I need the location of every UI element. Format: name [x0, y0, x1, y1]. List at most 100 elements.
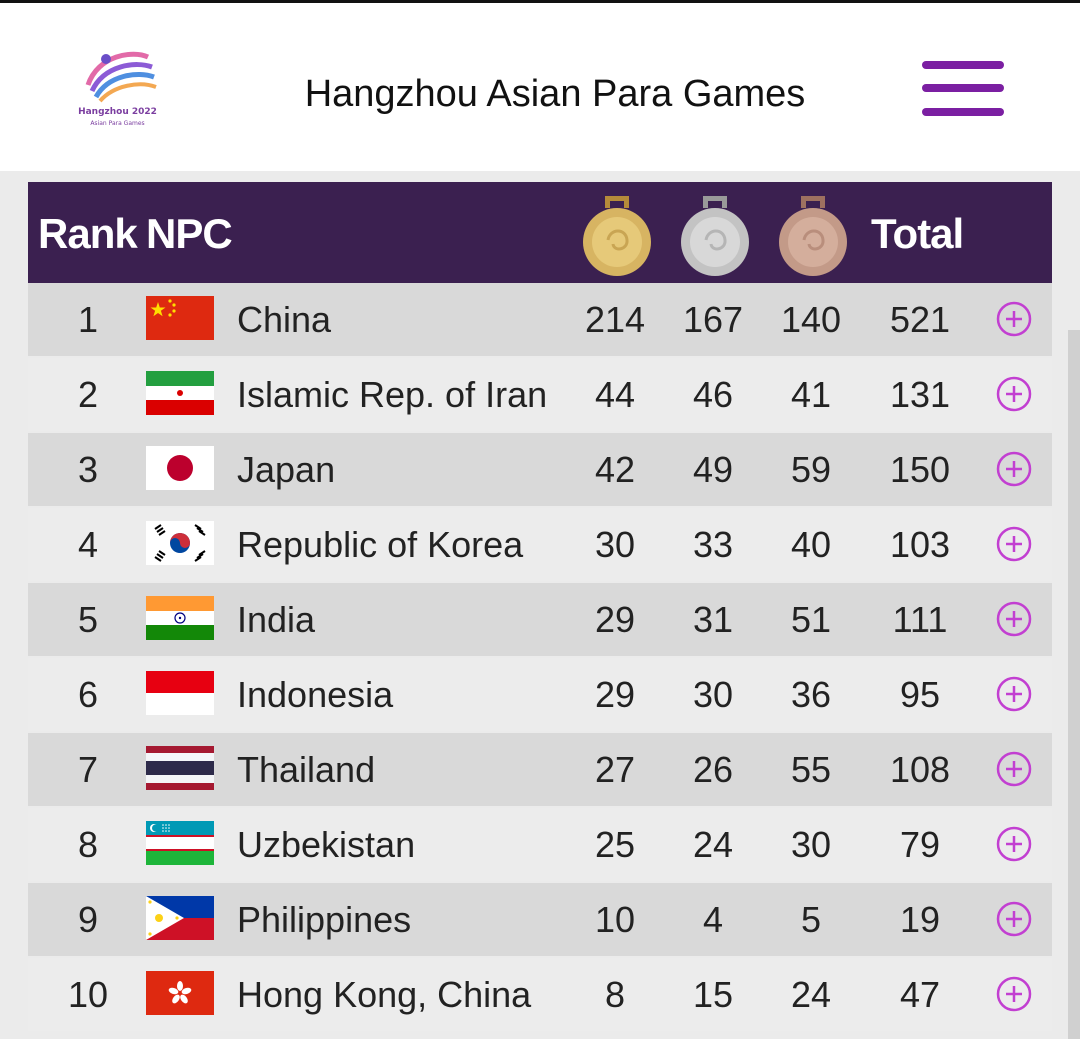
- npc-name[interactable]: Hong Kong, China: [237, 974, 532, 1015]
- npc-name[interactable]: Uzbekistan: [237, 824, 416, 865]
- rank-cell: 3: [77, 449, 99, 490]
- npc-name[interactable]: Japan: [237, 449, 336, 490]
- gold-count: 30: [594, 524, 636, 565]
- bronze-count: 24: [790, 974, 832, 1015]
- india-flag-icon: [146, 596, 214, 640]
- gold-count: 44: [594, 374, 636, 415]
- npc-name[interactable]: Philippines: [237, 899, 412, 940]
- table-row[interactable]: 2 Islamic Rep. of Iran 44 46 41 131: [28, 358, 1052, 431]
- total-count: 108: [889, 749, 951, 790]
- logo-mark-icon: [85, 51, 157, 103]
- medal-table-body: 1 China 214 167 140 521 2 Islamic Rep. o…: [28, 283, 1052, 1033]
- hangzhou-logo[interactable]: Hangzhou 2022 Asian Para Games: [70, 45, 165, 137]
- total-count: 79: [899, 824, 941, 865]
- gold-count: 214: [584, 299, 646, 340]
- expand-plus-icon[interactable]: [996, 601, 1032, 637]
- total-header: Total: [871, 210, 964, 257]
- expand-plus-icon[interactable]: [996, 826, 1032, 862]
- bronze-count: 59: [790, 449, 832, 490]
- bronze-count: 36: [790, 674, 832, 715]
- rank-cell: 2: [77, 374, 99, 415]
- page-title: Hangzhou Asian Para Games: [304, 73, 806, 115]
- npc-name[interactable]: Islamic Rep. of Iran: [237, 374, 548, 415]
- rank-cell: 1: [77, 299, 99, 340]
- table-row[interactable]: 9 Philippines 10 4 5 19: [28, 883, 1052, 956]
- silver-count: 26: [692, 749, 734, 790]
- rank-cell: 8: [77, 824, 99, 865]
- uzbekistan-flag-icon: [146, 821, 214, 865]
- hamburger-menu-icon[interactable]: [922, 61, 1006, 121]
- bronze-count: 140: [780, 299, 842, 340]
- table-row[interactable]: 10 Hong Kong, China 8 15 24 47: [28, 958, 1052, 1031]
- gold-count: 25: [594, 824, 636, 865]
- silver-count: 15: [692, 974, 734, 1015]
- total-count: 95: [899, 674, 941, 715]
- rank-cell: 5: [77, 599, 99, 640]
- rank-cell: 4: [77, 524, 99, 565]
- expand-plus-icon[interactable]: [996, 451, 1032, 487]
- npc-name[interactable]: India: [237, 599, 316, 640]
- silver-count: 4: [702, 899, 724, 940]
- table-row[interactable]: 4 Republic of Korea 30 33 40 103: [28, 508, 1052, 581]
- menu-bar: [922, 84, 1004, 92]
- bronze-count: 55: [790, 749, 832, 790]
- bronze-count: 5: [800, 899, 822, 940]
- silver-count: 33: [692, 524, 734, 565]
- expand-plus-icon[interactable]: [996, 301, 1032, 337]
- philippines-flag-icon: [146, 896, 214, 940]
- rank-cell: 7: [77, 749, 99, 790]
- expand-plus-icon[interactable]: [996, 526, 1032, 562]
- table-row[interactable]: 3 Japan 42 49 59 150: [28, 433, 1052, 506]
- expand-plus-icon[interactable]: [996, 901, 1032, 937]
- expand-plus-icon[interactable]: [996, 976, 1032, 1012]
- indonesia-flag-icon: [146, 671, 214, 715]
- total-count: 150: [889, 449, 951, 490]
- rank-header: Rank: [38, 210, 138, 257]
- expand-plus-icon[interactable]: [996, 376, 1032, 412]
- expand-plus-icon[interactable]: [996, 676, 1032, 712]
- iran-flag-icon: [146, 371, 214, 415]
- logo-subtitle: Asian Para Games: [90, 120, 145, 127]
- bronze-count: 51: [790, 599, 832, 640]
- total-count: 131: [889, 374, 951, 415]
- npc-name[interactable]: China: [237, 299, 332, 340]
- silver-count: 24: [692, 824, 734, 865]
- rank-cell: 10: [67, 974, 109, 1015]
- top-border: [0, 0, 1080, 3]
- medal-table-header: Rank NPC Total: [28, 182, 1052, 283]
- expand-plus-icon[interactable]: [996, 751, 1032, 787]
- silver-count: 30: [692, 674, 734, 715]
- table-row[interactable]: 8 Uzbekistan 25 24 30 79: [28, 808, 1052, 881]
- npc-name[interactable]: Republic of Korea: [237, 524, 524, 565]
- bronze-medal-icon: [779, 196, 847, 276]
- menu-bar: [922, 61, 1004, 69]
- silver-medal-icon: [681, 196, 749, 276]
- gold-count: 8: [604, 974, 626, 1015]
- table-row[interactable]: 6 Indonesia 29 30 36 95: [28, 658, 1052, 731]
- table-row[interactable]: 5 India 29 31 51 111: [28, 583, 1052, 656]
- total-count: 521: [889, 299, 951, 340]
- silver-count: 46: [692, 374, 734, 415]
- china-flag-icon: [146, 296, 214, 340]
- rank-cell: 6: [77, 674, 99, 715]
- gold-count: 42: [594, 449, 636, 490]
- scrollbar[interactable]: [1068, 330, 1080, 1039]
- gold-count: 29: [594, 599, 636, 640]
- bronze-count: 41: [790, 374, 832, 415]
- thailand-flag-icon: [146, 746, 214, 790]
- gold-count: 27: [594, 749, 636, 790]
- gold-count: 29: [594, 674, 636, 715]
- table-row[interactable]: 1 China 214 167 140 521: [28, 283, 1052, 356]
- silver-count: 31: [692, 599, 734, 640]
- total-count: 47: [899, 974, 941, 1015]
- npc-name[interactable]: Indonesia: [237, 674, 394, 715]
- gold-medal-icon: [583, 196, 651, 276]
- korea-flag-icon: [146, 521, 214, 565]
- total-count: 111: [892, 599, 948, 640]
- total-count: 19: [899, 899, 941, 940]
- table-row[interactable]: 7 Thailand 27 26 55 108: [28, 733, 1052, 806]
- silver-count: 49: [692, 449, 734, 490]
- total-count: 103: [889, 524, 951, 565]
- gold-count: 10: [594, 899, 636, 940]
- npc-name[interactable]: Thailand: [237, 749, 376, 790]
